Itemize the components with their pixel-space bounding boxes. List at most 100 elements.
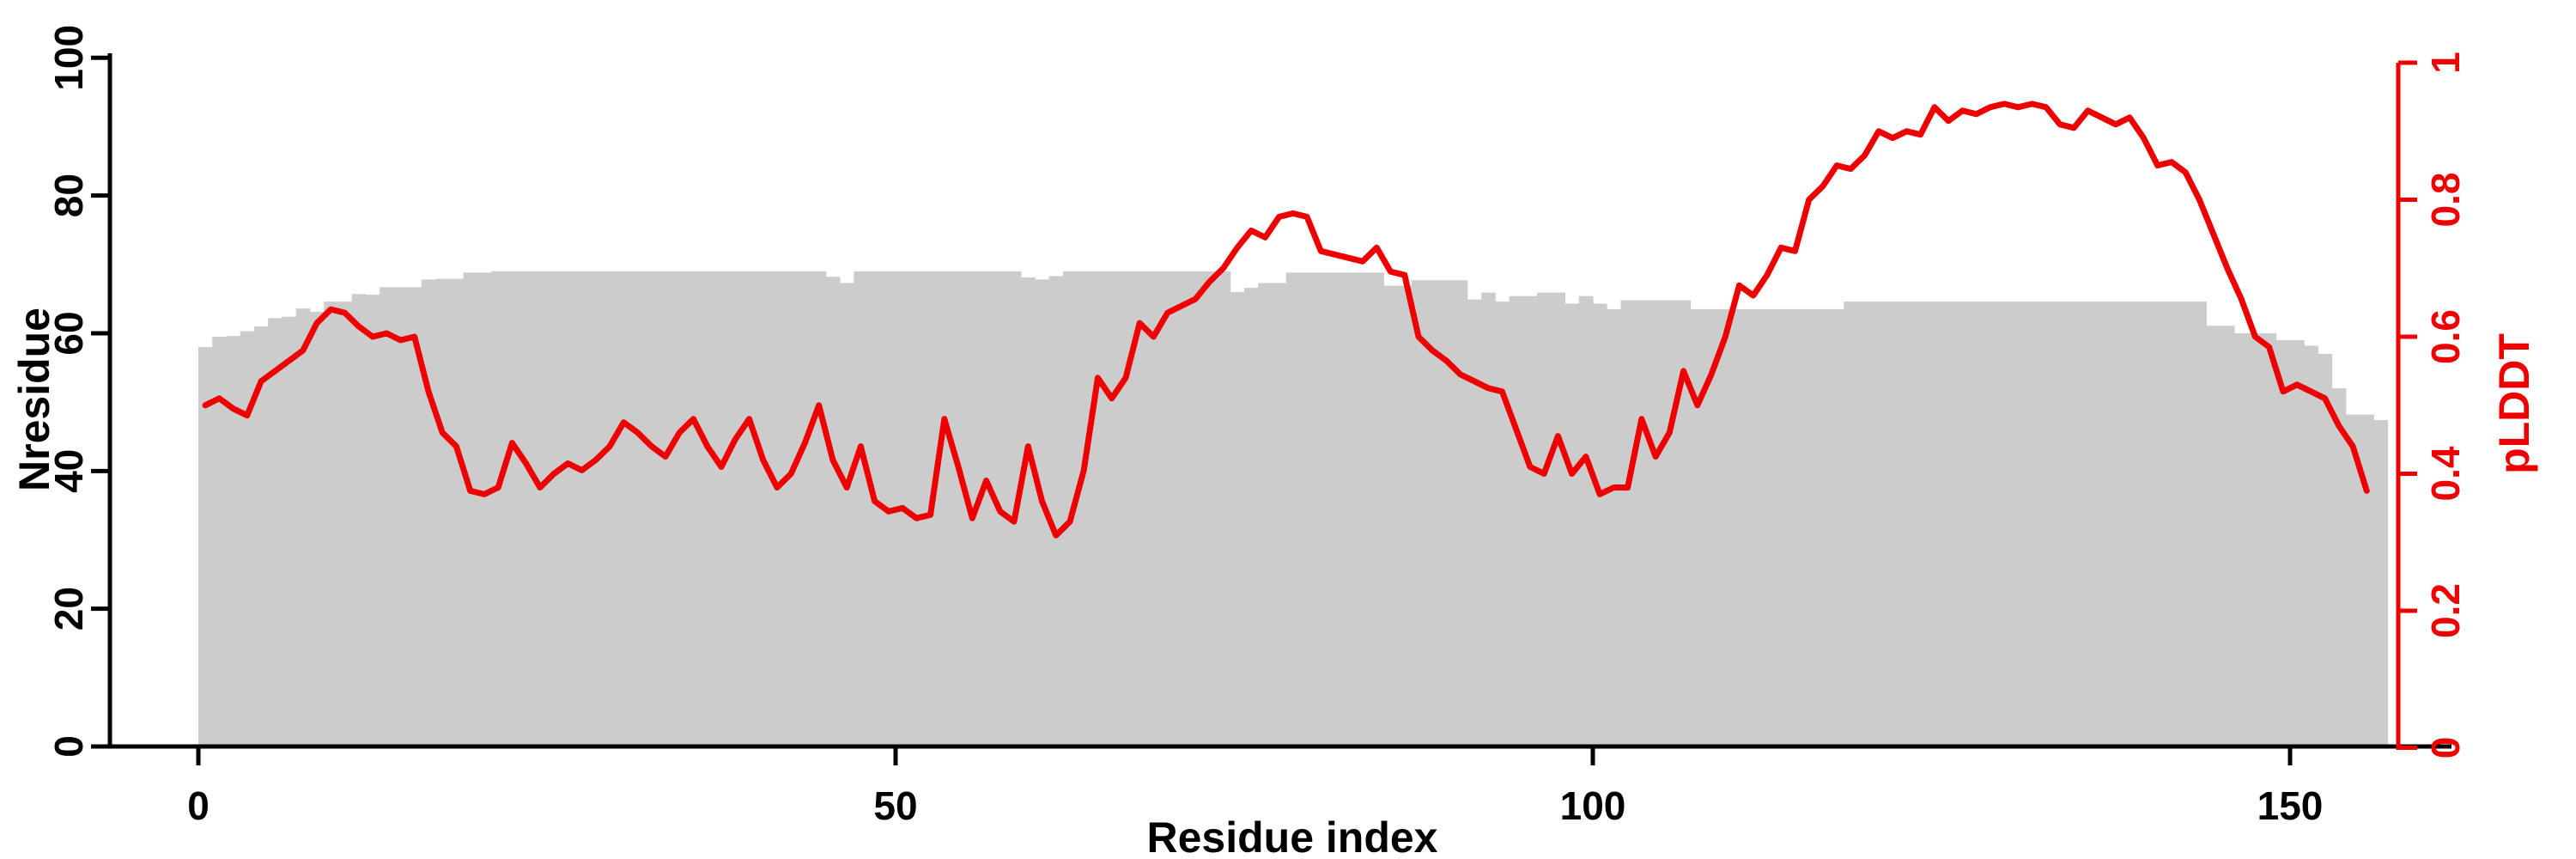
left-axis-tick-label: 0: [46, 735, 91, 758]
bar: [1509, 295, 1524, 746]
bar: [1649, 300, 1663, 746]
bar: [1913, 302, 1929, 747]
bar: [784, 271, 799, 746]
bar: [574, 271, 590, 746]
bar: [407, 287, 422, 746]
bar: [1230, 291, 1245, 746]
bar: [825, 277, 841, 746]
bar: [1830, 308, 1844, 746]
bar: [2304, 345, 2318, 746]
left-axis-tick-label: 40: [46, 449, 91, 493]
right-axis: 0 0.2 0.4 0.6 0.8 1 pLDDT: [2396, 52, 2538, 758]
bar: [1844, 302, 1858, 747]
bar: [1662, 300, 1677, 746]
bar: [393, 287, 409, 746]
bar: [1355, 272, 1370, 746]
bar: [909, 271, 924, 746]
bar: [561, 271, 575, 746]
bar: [1118, 271, 1133, 746]
bar: [324, 302, 338, 747]
bar: [1690, 308, 1705, 746]
bar: [756, 271, 771, 746]
bar: [1104, 271, 1120, 746]
left-axis: 0 20 40 60 80 100 Nresidue: [10, 25, 112, 758]
right-axis-tick-label: 0.6: [2423, 309, 2468, 364]
bar: [617, 271, 631, 746]
bar: [1314, 272, 1328, 746]
bar: [1285, 272, 1301, 746]
x-axis: 0 50 100 150 Residue index: [107, 744, 2451, 859]
bar: [309, 312, 325, 746]
bar: [1383, 285, 1399, 746]
bar: [1620, 300, 1636, 746]
right-axis-tick-label: 0.2: [2423, 583, 2468, 638]
bar: [1048, 276, 1064, 746]
bar: [547, 271, 562, 746]
bar: [2123, 302, 2137, 747]
bar: [519, 271, 534, 746]
bar: [198, 347, 213, 746]
bar: [1746, 308, 1761, 746]
bar: [630, 271, 646, 746]
bar: [1077, 271, 1091, 746]
bar: [2373, 420, 2389, 746]
bar: [1593, 303, 1607, 746]
bar: [1815, 308, 1831, 746]
left-axis-tick-label: 100: [46, 25, 91, 91]
bar: [212, 337, 227, 746]
bar: [435, 278, 450, 747]
bar: [714, 271, 729, 746]
bar: [2052, 302, 2068, 747]
x-axis-tick-label: 0: [187, 783, 210, 828]
right-axis-tick-label: 0.8: [2423, 173, 2468, 228]
bar: [742, 271, 757, 746]
right-axis-tick-label: 1: [2423, 52, 2468, 74]
bar: [1021, 277, 1036, 746]
bar: [2248, 333, 2263, 746]
bar: [2290, 340, 2305, 746]
right-axis-tick-label: 0.4: [2423, 446, 2468, 501]
bar: [1941, 302, 1956, 747]
bar: [2150, 302, 2166, 747]
bar: [254, 326, 269, 746]
bar: [2136, 302, 2152, 747]
bar: [380, 287, 394, 746]
bar: [2220, 326, 2235, 746]
bar: [365, 295, 380, 747]
bar: [240, 331, 255, 746]
bar: [2192, 302, 2207, 747]
bar: [854, 271, 868, 746]
bar: [1453, 280, 1468, 746]
bar: [1564, 303, 1580, 746]
bar: [295, 308, 311, 746]
bar: [811, 271, 827, 746]
bar: [1676, 300, 1692, 746]
bar: [658, 271, 673, 746]
left-axis-tick-label: 80: [46, 174, 91, 217]
bar: [1481, 292, 1496, 746]
bar: [1272, 283, 1287, 746]
bar: [2038, 302, 2054, 747]
bar: [1133, 271, 1147, 746]
bar: [337, 302, 353, 747]
bar: [1857, 302, 1873, 747]
bar: [1732, 308, 1747, 746]
bar: [867, 271, 883, 746]
bar: [644, 271, 659, 746]
bar: [2346, 414, 2360, 746]
bar: [421, 279, 436, 746]
bar: [268, 318, 283, 746]
bar: [2067, 302, 2081, 747]
bar: [1258, 283, 1273, 746]
bar: [1062, 271, 1078, 746]
bar: [1551, 292, 1565, 746]
bar: [1718, 308, 1733, 746]
bar: [840, 283, 854, 746]
x-axis-tick-label: 50: [873, 783, 917, 828]
bar: [1467, 299, 1482, 746]
bar: [1983, 302, 1998, 747]
bar: [1035, 279, 1050, 746]
bar: [1146, 271, 1161, 746]
bar: [2178, 302, 2193, 747]
bar: [672, 271, 687, 746]
